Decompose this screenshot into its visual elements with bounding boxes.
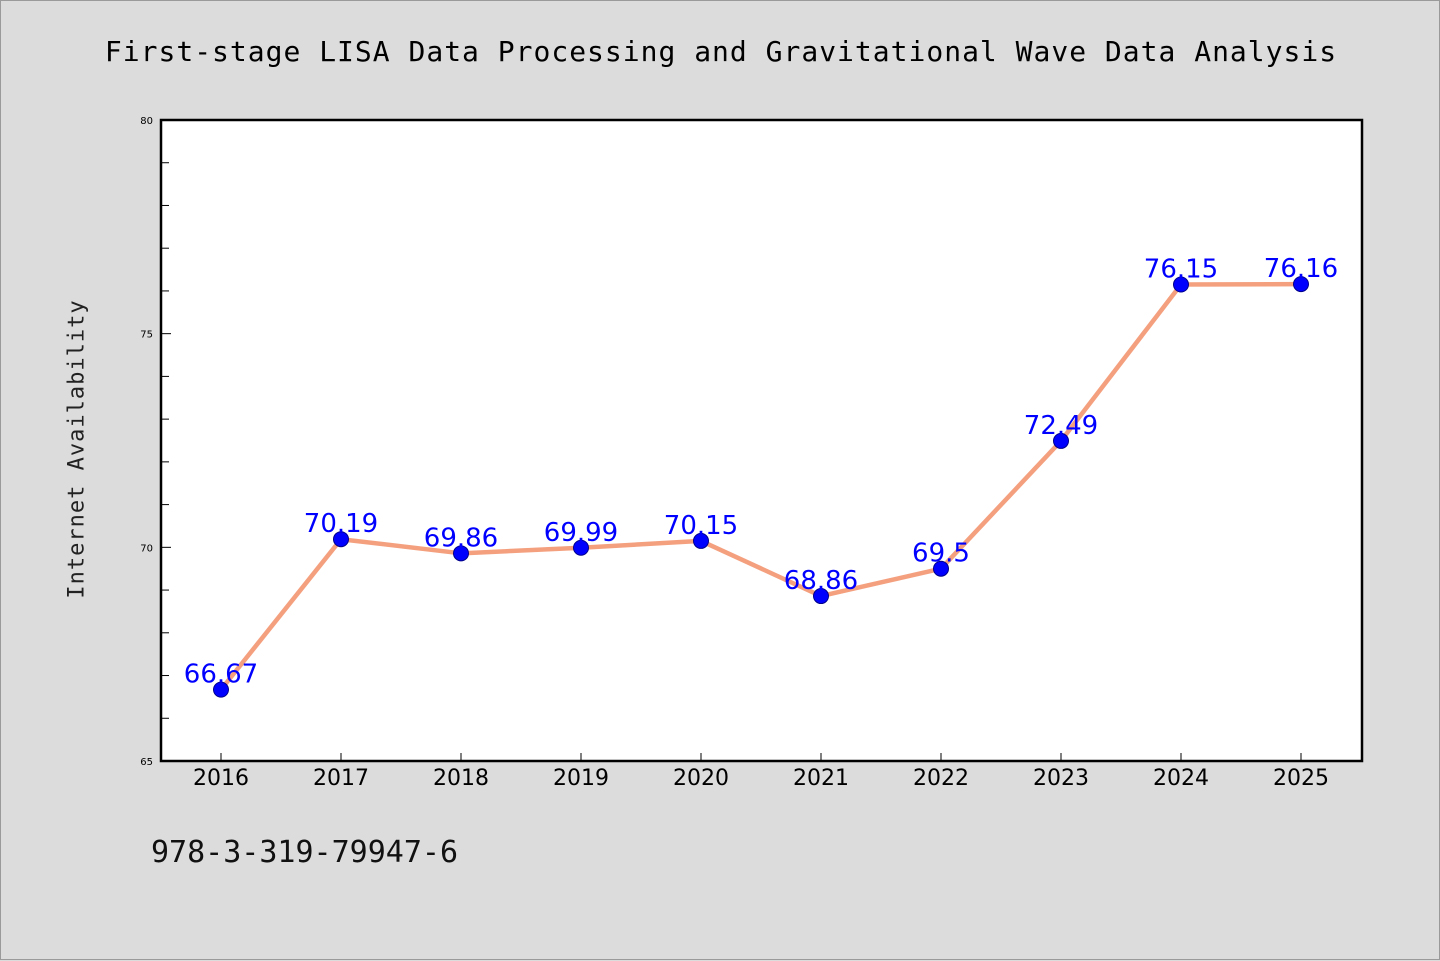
data-point <box>933 560 949 577</box>
series-markers <box>213 276 1309 698</box>
isbn-text: 978-3-319-79947-6 <box>151 835 459 870</box>
y-tick-label: 80 <box>140 116 153 127</box>
data-label: 69.5 <box>912 539 970 569</box>
x-tick-label: 2025 <box>1273 766 1329 791</box>
data-point <box>213 681 229 698</box>
data-label: 70.19 <box>304 509 378 539</box>
x-tick-label: 2018 <box>433 766 489 791</box>
data-point <box>1293 276 1309 293</box>
data-point <box>453 545 469 562</box>
x-tick-label: 2023 <box>1033 766 1089 791</box>
data-point <box>333 531 349 548</box>
data-point <box>693 532 709 549</box>
data-label: 76.15 <box>1144 255 1218 285</box>
y-tick-label: 75 <box>140 330 153 341</box>
data-label: 68.86 <box>784 566 858 596</box>
data-point <box>573 539 589 556</box>
x-tick-label: 2020 <box>673 766 729 791</box>
data-label: 70.15 <box>664 511 738 541</box>
series-line-group <box>218 281 1304 692</box>
x-tick-label: 2019 <box>553 766 609 791</box>
y-axis-ticks: 65 70 75 80 <box>140 116 171 768</box>
y-tick-label: 70 <box>140 543 153 554</box>
y-tick-label: 65 <box>140 757 153 768</box>
x-tick-label: 2022 <box>913 766 969 791</box>
data-labels: 66.67 70.19 69.86 69.99 70.15 68.86 69.5 72.49 7… <box>184 254 1338 690</box>
data-point <box>1173 276 1189 293</box>
chart-title: First-stage LISA Data Processing and Gra… <box>104 35 1338 68</box>
data-label: 76.16 <box>1264 254 1338 284</box>
x-tick-label: 2017 <box>313 766 369 791</box>
data-label: 66.67 <box>184 660 258 690</box>
data-label: 69.99 <box>544 518 618 548</box>
x-axis-ticks: 2016 2017 2018 2019 2020 2021 2022 2023 2024 2025 <box>193 753 1329 791</box>
x-tick-label: 2021 <box>793 766 849 791</box>
data-label: 69.86 <box>424 523 498 553</box>
series-line <box>218 281 1304 692</box>
x-tick-label: 2016 <box>193 766 249 791</box>
data-point <box>1053 432 1069 449</box>
x-tick-label: 2024 <box>1153 766 1209 791</box>
data-label: 72.49 <box>1024 411 1098 441</box>
data-point <box>813 588 829 605</box>
plot-area <box>159 118 1364 763</box>
